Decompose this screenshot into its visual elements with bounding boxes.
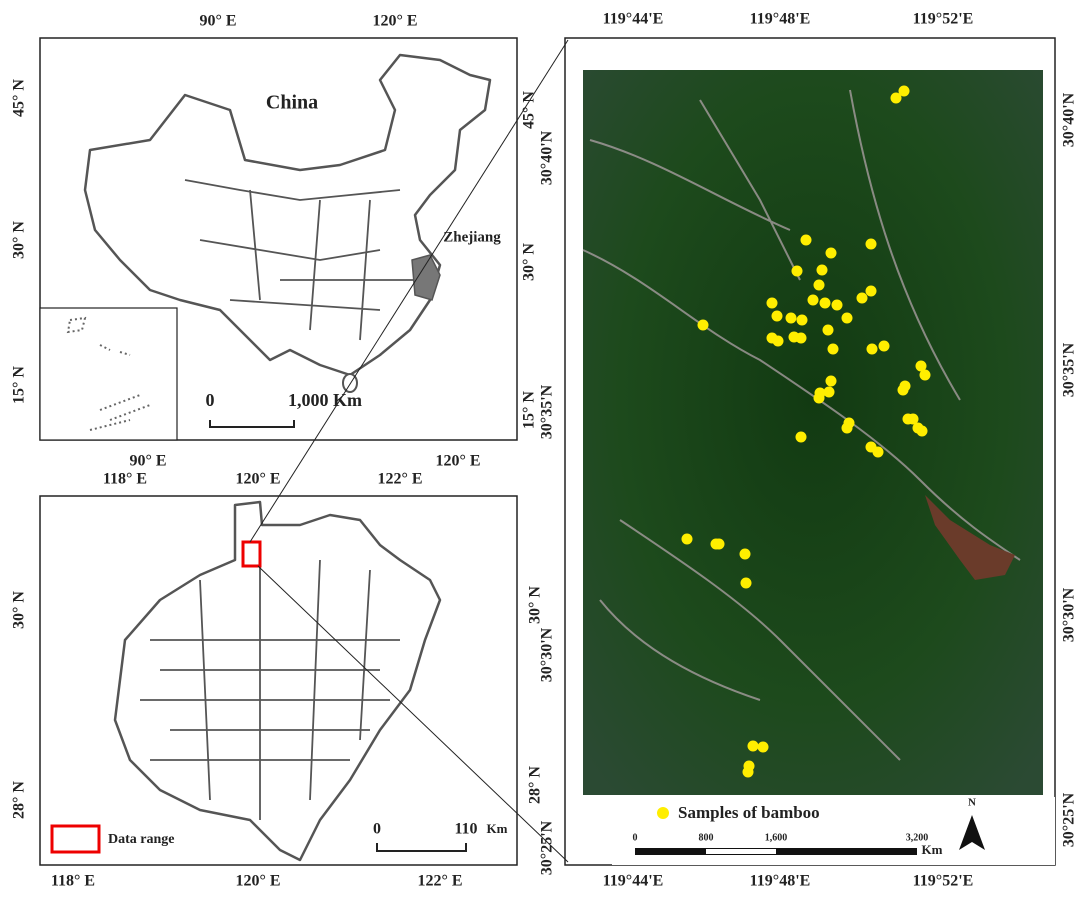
sample-point: [743, 767, 754, 778]
sample-point: [767, 298, 778, 309]
tick-label: 30°25'N: [1061, 792, 1078, 847]
tick-label: 45° N: [521, 91, 538, 129]
tick-label: 30° N: [11, 591, 28, 629]
legend-swatch: [52, 826, 99, 852]
tick-label: 120° E: [435, 453, 480, 470]
tick-label: 30° N: [521, 243, 538, 281]
sample-point: [748, 741, 759, 752]
sample-point: [917, 426, 928, 437]
sample-point: [867, 344, 878, 355]
sample-point: [879, 341, 890, 352]
south-sea-inset: [40, 308, 177, 440]
sample-point: [828, 344, 839, 355]
map-title: China: [266, 92, 318, 114]
scale-label: 0: [633, 832, 638, 843]
sample-point: [899, 86, 910, 97]
scale-label: 1,600: [765, 832, 788, 843]
sample-point: [832, 300, 843, 311]
sample-point: [826, 376, 837, 387]
tick-label: 119°44'E: [603, 11, 664, 28]
sample-point: [741, 578, 752, 589]
tick-label: 120° E: [372, 13, 417, 30]
sample-point: [773, 336, 784, 347]
tick-label: 30°40'N: [1061, 92, 1078, 147]
zhejiang-outline: [115, 502, 440, 860]
legend-label: Data range: [108, 832, 175, 847]
sample-point: [814, 280, 825, 291]
tick-label: 119°48'E: [750, 11, 811, 28]
sample-point: [898, 385, 909, 396]
scale-label: 0: [373, 821, 381, 838]
sample-point: [786, 313, 797, 324]
sample-point: [796, 432, 807, 443]
sample-point: [740, 549, 751, 560]
tick-label: 30°40'N: [539, 130, 556, 185]
sample-point: [796, 333, 807, 344]
tick-label: 15° N: [521, 391, 538, 429]
sample-point: [772, 311, 783, 322]
sample-point: [814, 393, 825, 404]
tick-label: 119°44'E: [603, 873, 664, 890]
sample-point: [857, 293, 868, 304]
tick-label: 30° N: [527, 586, 544, 624]
sample-point: [797, 315, 808, 326]
tick-label: 30°30'N: [539, 627, 556, 682]
sample-point: [698, 320, 709, 331]
legend-label: Samples of bamboo: [678, 803, 820, 822]
satellite-image: [583, 70, 1043, 795]
province-label: Zhejiang: [443, 229, 501, 245]
sample-point: [792, 266, 803, 277]
scale-label: 0: [206, 390, 215, 410]
sample-point: [866, 286, 877, 297]
sample-point: [823, 325, 834, 336]
tick-label: 28° N: [527, 766, 544, 804]
scale-label: 110: [454, 821, 477, 838]
sample-point: [801, 235, 812, 246]
tick-label: 30°35'N: [539, 384, 556, 439]
sample-point: [842, 423, 853, 434]
tick-label: 45° N: [11, 79, 28, 117]
tick-label: 118° E: [103, 471, 147, 488]
tick-label: 118° E: [51, 873, 95, 890]
tick-label: 120° E: [235, 471, 280, 488]
sample-point: [682, 534, 693, 545]
north-label: N: [968, 797, 976, 809]
scale-bar: [706, 849, 776, 854]
tick-label: 119°48'E: [750, 873, 811, 890]
tick-label: 90° E: [199, 13, 236, 30]
tick-label: 30°25'N: [539, 820, 556, 875]
tick-label: 30°30'N: [1061, 587, 1078, 642]
tick-label: 15° N: [11, 366, 28, 404]
tick-label: 119°52'E: [913, 873, 974, 890]
sample-point: [758, 742, 769, 753]
scale-label: 800: [699, 832, 714, 843]
sample-point: [866, 239, 877, 250]
tick-label: 119°52'E: [913, 11, 974, 28]
tick-label: 30°35'N: [1061, 342, 1078, 397]
sample-point: [842, 313, 853, 324]
sample-point: [920, 370, 931, 381]
sample-point: [714, 539, 725, 550]
tick-label: 28° N: [11, 781, 28, 819]
tick-label: 122° E: [377, 471, 422, 488]
sample-point: [826, 248, 837, 259]
tick-label: 30° N: [11, 221, 28, 259]
tick-label: 122° E: [417, 873, 462, 890]
figure: 90° E 120° E 90° E 120° E 45° N 30° N 15° N 45°…: [0, 0, 1082, 898]
sample-point: [817, 265, 828, 276]
scale-label: Km: [487, 821, 508, 836]
tick-label: 120° E: [235, 873, 280, 890]
scale-label: Km: [922, 842, 943, 857]
sample-point: [873, 447, 884, 458]
sample-point: [820, 298, 831, 309]
tick-label: 90° E: [129, 453, 166, 470]
legend-marker: [657, 807, 669, 819]
scale-label: 1,000 Km: [288, 390, 362, 410]
sample-point: [808, 295, 819, 306]
